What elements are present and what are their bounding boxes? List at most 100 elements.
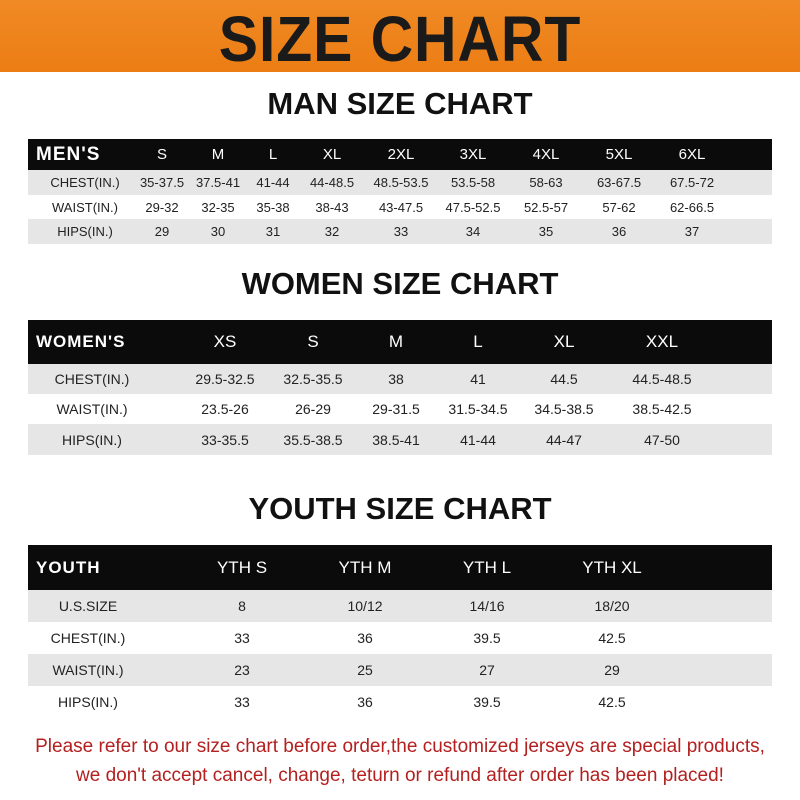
table-cell: 29.5-32.5 bbox=[195, 371, 255, 387]
table-cell: 31.5-34.5 bbox=[448, 401, 508, 417]
table-row: HIPS(IN.) 33 36 39.5 42.5 bbox=[28, 686, 772, 718]
table-cell: 63-67.5 bbox=[596, 175, 642, 190]
table-cell: 23.5-26 bbox=[201, 401, 249, 417]
table-cell: 44.5 bbox=[550, 371, 578, 387]
table-cell: 8 bbox=[238, 598, 246, 614]
size-column-header: 6XL bbox=[678, 146, 706, 163]
table-row: CHEST(IN.) 35-37.5 37.5-41 41-44 44-48.5 48.5… bbox=[28, 170, 772, 195]
notice-line-2: we don't accept cancel, change, teturn o… bbox=[76, 765, 724, 786]
row-label: HIPS(IN.) bbox=[62, 431, 122, 448]
table-cell: 44.5-48.5 bbox=[632, 371, 692, 387]
table-cell: 33-35.5 bbox=[201, 431, 249, 448]
table-row: WAIST(IN.) 23 25 27 29 bbox=[28, 654, 772, 686]
table-cell: 32.5-35.5 bbox=[283, 371, 343, 387]
size-column-header: XL bbox=[553, 332, 575, 351]
table-cell: 52.5-57 bbox=[523, 199, 569, 215]
row-label: CHEST(IN.) bbox=[50, 630, 126, 646]
table-cell: 62-66.5 bbox=[669, 199, 715, 215]
women-size-table: WOMEN'S XS S M L XL XXL CHEST(IN.) 29.5-32.5 32.5… bbox=[28, 320, 772, 455]
table-header-label: WOMEN'S bbox=[36, 332, 126, 351]
table-cell: 35.5-38.5 bbox=[283, 431, 343, 448]
size-column-header: XL bbox=[322, 146, 342, 163]
table-cell: 38.5-41 bbox=[372, 431, 420, 448]
table-cell: 41-44 bbox=[256, 175, 290, 190]
table-cell: 31 bbox=[265, 224, 281, 239]
table-cell: 37.5-41 bbox=[195, 175, 241, 190]
table-cell: 34 bbox=[465, 224, 481, 239]
row-label: WAIST(IN.) bbox=[52, 199, 118, 215]
row-label: U.S.SIZE bbox=[58, 598, 118, 614]
table-cell: 36 bbox=[357, 630, 373, 646]
table-cell: 29 bbox=[154, 224, 170, 239]
size-column-header: L bbox=[473, 332, 483, 351]
table-cell: 43-47.5 bbox=[378, 199, 424, 215]
size-column-header: XXL bbox=[645, 332, 679, 351]
table-cell: 37 bbox=[684, 224, 700, 239]
table-cell: 30 bbox=[210, 224, 226, 239]
table-cell: 35 bbox=[538, 224, 554, 239]
table-cell: 44-48.5 bbox=[309, 175, 355, 190]
size-column-header: S bbox=[307, 332, 319, 351]
row-label: WAIST(IN.) bbox=[56, 401, 128, 417]
table-cell: 41 bbox=[470, 371, 486, 387]
row-label: CHEST(IN.) bbox=[54, 371, 130, 387]
size-column-header: XS bbox=[213, 332, 237, 351]
size-column-header: M bbox=[211, 146, 225, 163]
table-cell: 35-37.5 bbox=[139, 175, 185, 190]
table-cell: 36 bbox=[357, 694, 373, 710]
table-cell: 33 bbox=[393, 224, 409, 239]
table-header-label: YOUTH bbox=[36, 557, 101, 577]
table-row: HIPS(IN.) 29 30 31 32 33 34 35 36 37 bbox=[28, 219, 772, 244]
table-cell: 10/12 bbox=[347, 598, 383, 614]
table-cell: 41-44 bbox=[460, 431, 496, 448]
size-column-header: L bbox=[268, 146, 278, 163]
table-header-row: YOUTH YTH S YTH M YTH L YTH XL bbox=[28, 545, 772, 590]
table-cell: 42.5 bbox=[598, 694, 626, 710]
size-column-header: YTH S bbox=[216, 557, 268, 577]
table-cell: 48.5-53.5 bbox=[373, 175, 429, 190]
table-row: WAIST(IN.) 23.5-26 26-29 29-31.5 31.5-34.5 34… bbox=[28, 394, 772, 424]
men-size-table: MEN'S S M L XL 2XL 3XL 4XL 5XL 6XL CHEST(IN.) 35-37… bbox=[28, 139, 772, 244]
table-cell: 38 bbox=[388, 371, 404, 387]
table-cell: 29 bbox=[604, 662, 620, 678]
table-cell: 47-50 bbox=[644, 431, 680, 448]
table-cell: 44-47 bbox=[546, 431, 582, 448]
size-column-header: YTH L bbox=[462, 557, 512, 577]
table-cell: 47.5-52.5 bbox=[445, 199, 501, 215]
table-cell: 23 bbox=[234, 662, 250, 678]
youth-section-title: YOUTH SIZE CHART bbox=[248, 491, 552, 526]
size-column-header: YTH XL bbox=[582, 557, 642, 577]
table-cell: 58-63 bbox=[529, 175, 563, 190]
table-row: CHEST(IN.) 33 36 39.5 42.5 bbox=[28, 622, 772, 654]
size-column-header: 3XL bbox=[459, 146, 487, 163]
size-column-header: M bbox=[388, 332, 404, 351]
table-cell: 27 bbox=[479, 662, 495, 678]
table-cell: 39.5 bbox=[473, 630, 501, 646]
table-cell: 35-38 bbox=[256, 199, 290, 215]
table-cell: 32 bbox=[324, 224, 340, 239]
row-label: WAIST(IN.) bbox=[52, 662, 124, 678]
table-header-row: WOMEN'S XS S M L XL XXL bbox=[28, 320, 772, 364]
table-cell: 33 bbox=[234, 694, 250, 710]
table-row: CHEST(IN.) 29.5-32.5 32.5-35.5 38 41 44.5 44.5… bbox=[28, 364, 772, 394]
table-header-row: MEN'S S M L XL 2XL 3XL 4XL 5XL 6XL bbox=[28, 139, 772, 170]
table-cell: 67.5-72 bbox=[669, 175, 715, 190]
table-row: U.S.SIZE 8 10/12 14/16 18/20 bbox=[28, 590, 772, 622]
table-cell: 29-32 bbox=[145, 199, 179, 215]
youth-size-table: YOUTH YTH S YTH M YTH L YTH XL U.S.SIZE 8 10/12… bbox=[28, 545, 772, 718]
table-header-label: MEN'S bbox=[36, 143, 101, 165]
table-cell: 29-31.5 bbox=[372, 401, 420, 417]
table-row: HIPS(IN.) 33-35.5 35.5-38.5 38.5-41 41-44 44-… bbox=[28, 424, 772, 455]
table-cell: 38.5-42.5 bbox=[632, 401, 692, 417]
table-cell: 36 bbox=[611, 224, 627, 239]
row-label: HIPS(IN.) bbox=[58, 694, 118, 710]
size-column-header: 5XL bbox=[605, 146, 633, 163]
notice-line-1: Please refer to our size chart before or… bbox=[35, 736, 765, 757]
table-cell: 32-35 bbox=[201, 199, 235, 215]
table-cell: 34.5-38.5 bbox=[534, 401, 594, 417]
table-cell: 14/16 bbox=[469, 598, 505, 614]
banner-title: SIZE CHART bbox=[218, 3, 582, 75]
table-cell: 42.5 bbox=[598, 630, 626, 646]
size-column-header: S bbox=[156, 146, 168, 163]
